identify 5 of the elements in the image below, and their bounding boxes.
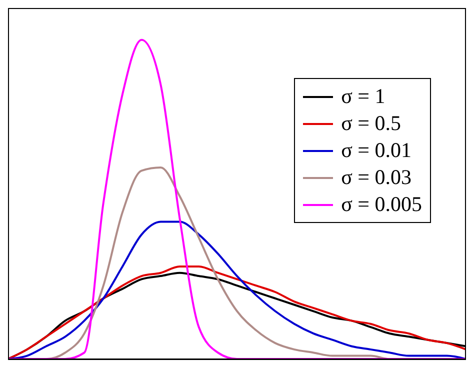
legend-label: σ = 0.5: [341, 110, 401, 137]
legend-label: σ = 1: [341, 83, 386, 110]
legend-label: σ = 0.03: [341, 164, 412, 191]
legend-label: σ = 0.005: [341, 191, 422, 218]
legend-label: σ = 0.01: [341, 137, 412, 164]
